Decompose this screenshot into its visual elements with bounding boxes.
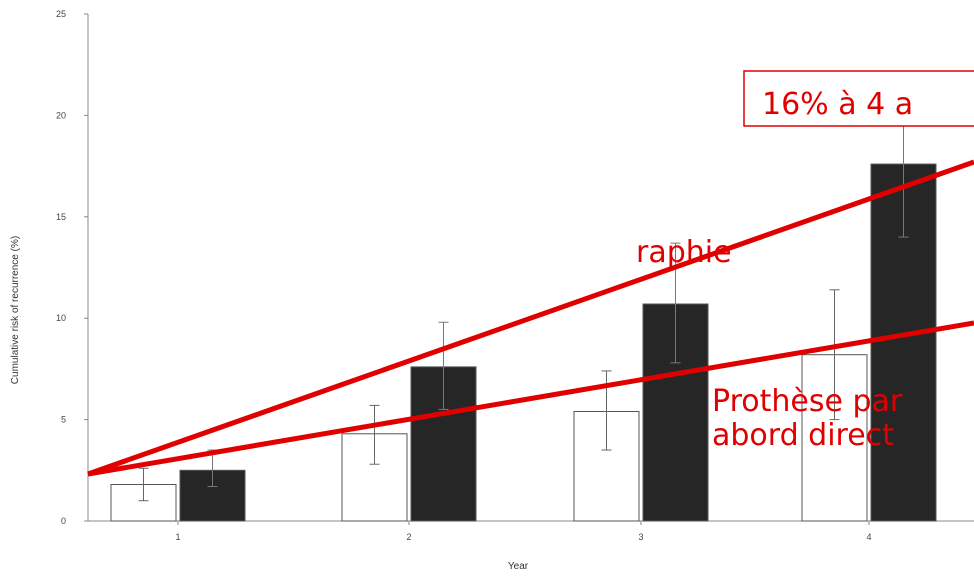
y-tick-label: 20 — [56, 110, 66, 120]
y-ticks: 0 5 10 15 20 25 — [56, 9, 88, 526]
y-axis-label: Cumulative risk of recurrence (%) — [10, 236, 21, 384]
annotation-box-text: 16% à 4 a — [762, 87, 913, 122]
annotations: 16% à 4 a raphie Prothèse par abord dire… — [87, 70, 974, 477]
lower-line-label-2: abord direct — [712, 418, 894, 453]
error-bars — [138, 94, 909, 502]
y-tick-label: 0 — [61, 516, 66, 526]
x-axis-label: Year — [508, 561, 529, 572]
y-tick-label: 15 — [56, 212, 66, 222]
upper-line-label: raphie — [636, 235, 732, 270]
x-tick-label: 1 — [175, 532, 180, 542]
lower-trend-line — [87, 320, 974, 477]
annotation-box — [743, 70, 974, 127]
lower-line-label-1: Prothèse par — [712, 384, 903, 419]
y-tick-label: 10 — [56, 313, 66, 323]
x-tick-label: 3 — [638, 532, 643, 542]
y-tick-label: 25 — [56, 9, 66, 19]
x-tick-label: 4 — [866, 532, 871, 542]
x-ticks: 1 2 3 4 — [175, 521, 872, 542]
x-tick-label: 2 — [406, 532, 411, 542]
upper-trend-line — [87, 159, 974, 477]
y-tick-label: 5 — [61, 415, 66, 425]
